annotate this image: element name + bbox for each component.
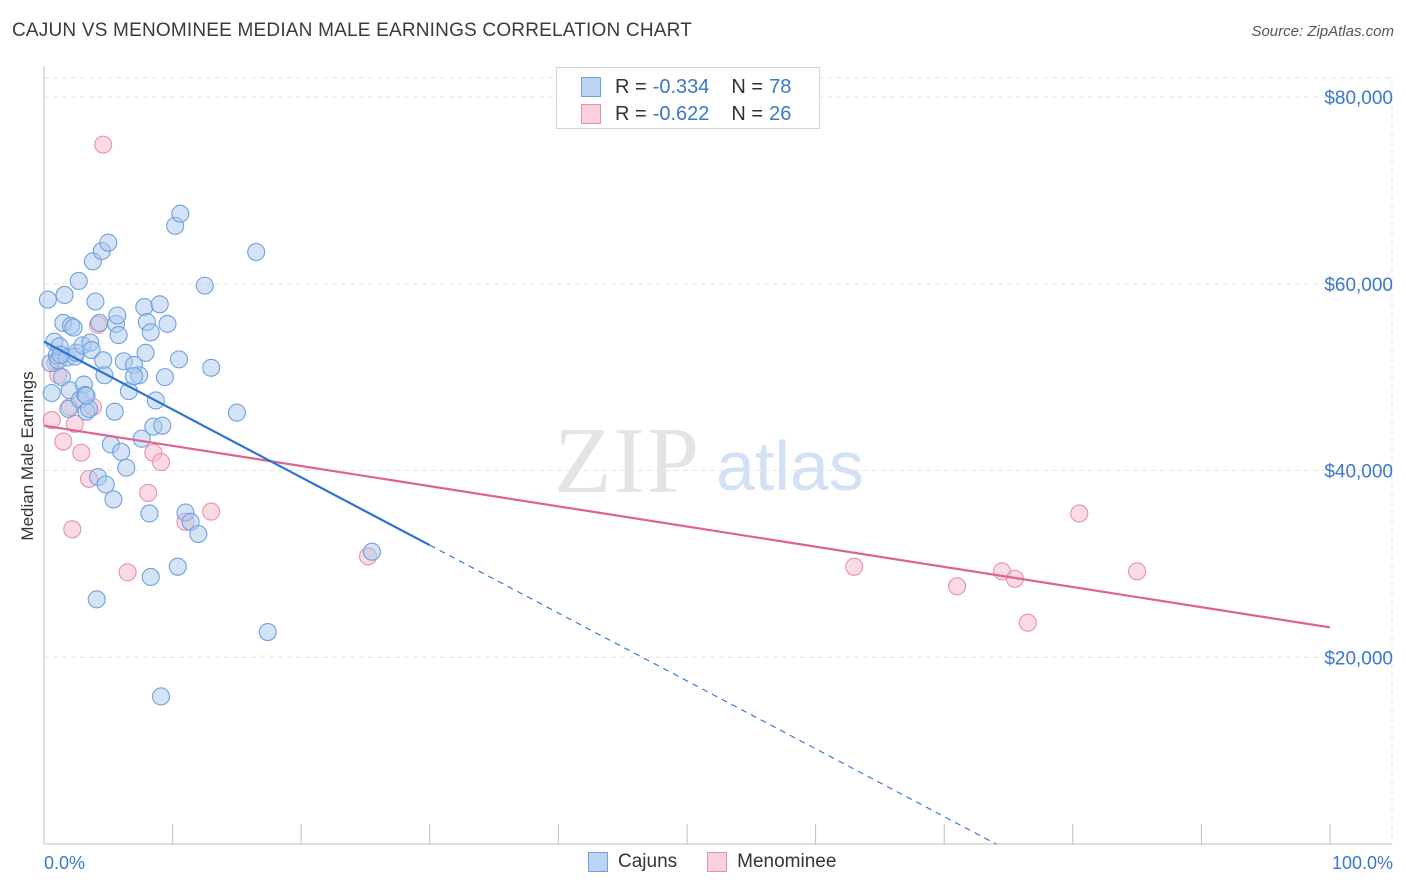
menominee-n-value: 26 [769, 102, 792, 125]
cajun-point [169, 350, 189, 369]
menominee-trend-line [43, 424, 1331, 629]
cajun-point [227, 403, 246, 422]
stats-legend: R = -0.334 N = 78 R = -0.622 N = 26 [556, 67, 820, 129]
cajun-n-value: 78 [769, 75, 792, 98]
menominee-r-label: R = [615, 102, 647, 125]
cajun-point [112, 442, 131, 461]
cajun-point [38, 290, 57, 309]
cajun-points [38, 204, 381, 706]
y-axis-label: Median Male Earnings [18, 371, 37, 540]
cajun-point [195, 276, 214, 295]
cajun-swatch [581, 77, 601, 97]
cajun-point [104, 490, 123, 509]
y-tick-label-40000: $40,000 [1324, 462, 1393, 483]
menominee-swatch [581, 104, 601, 124]
cajun-point [82, 340, 101, 360]
cajun-point [151, 687, 171, 706]
menominee-point [845, 557, 864, 576]
cajuns-legend-label: Cajuns [618, 851, 678, 872]
cajun-point [171, 204, 190, 223]
cajun-point [141, 323, 160, 342]
cajun-point [96, 475, 115, 494]
cajun-point [258, 622, 277, 642]
cajun-point [158, 314, 177, 333]
watermark: ZIP atlas [554, 409, 864, 513]
cajun-point [155, 368, 174, 387]
cajun-point [42, 383, 61, 403]
cajun-point [90, 313, 109, 333]
menominee-legend-label: Menominee [737, 851, 837, 872]
cajun-point [362, 542, 381, 561]
cajun-point [202, 358, 221, 377]
cajun-point [99, 233, 118, 252]
menominee-n-label: N = [731, 102, 764, 125]
menominee-point [94, 135, 113, 154]
legend-row-menominee: R = -0.622 N = 26 [581, 101, 791, 127]
menominee-point [42, 411, 61, 430]
cajun-point [108, 306, 127, 325]
cajun-point [55, 285, 74, 305]
cajun-point [64, 318, 83, 337]
legend-row-cajun: R = -0.334 N = 78 [581, 74, 791, 100]
cajun-point [94, 351, 113, 370]
source-label: Source: ZipAtlas.com [1251, 23, 1394, 40]
trend-lines [43, 340, 1331, 845]
x-tick-label-max: 100.0% [1332, 853, 1393, 873]
menominee-point [202, 502, 221, 521]
cajun-point [168, 557, 187, 576]
x-tick-label-min: 0.0% [44, 853, 85, 873]
cajun-point [135, 298, 154, 317]
menominee-point [1018, 613, 1037, 632]
cajun-point [69, 271, 88, 290]
cajun-trend-extension [429, 544, 997, 845]
cajun-point [117, 458, 136, 477]
menominee-point [54, 432, 73, 451]
menominee-point [65, 414, 84, 433]
y-tick-label-20000: $20,000 [1324, 648, 1393, 669]
cajun-point [86, 292, 105, 311]
legend-item-cajuns: Cajuns [588, 851, 677, 873]
cajun-n-label: N = [731, 75, 764, 98]
menominee-points [42, 135, 1147, 632]
cajun-trend-line [43, 340, 431, 547]
y-tick-labels: $20,000 $40,000 $60,000 $80,000 [1324, 88, 1393, 669]
cajun-point [109, 326, 128, 345]
cajun-point [124, 367, 144, 386]
watermark-zip: ZIP [554, 409, 701, 513]
cajuns-legend-swatch [588, 852, 608, 872]
cajun-r-value: -0.334 [652, 75, 710, 98]
menominee-point [151, 453, 171, 472]
cajun-point [140, 504, 159, 523]
menominee-point [1070, 504, 1089, 523]
menominee-point [139, 483, 158, 502]
axes [43, 66, 1392, 845]
cajun-r-label: R = [615, 75, 647, 98]
cajun-point [87, 590, 106, 609]
series-legend: Cajuns Menominee [588, 851, 866, 873]
cajun-point [189, 524, 208, 544]
menominee-legend-swatch [707, 852, 728, 872]
cajun-point [247, 242, 266, 262]
grid-lines [44, 77, 1393, 844]
menominee-point [948, 577, 967, 596]
watermark-atlas: atlas [716, 427, 864, 505]
menominee-point [63, 520, 82, 539]
x-tick-labels: 0.0% 100.0% [44, 853, 1393, 873]
menominee-r-value: -0.622 [652, 102, 710, 125]
cajun-point [153, 416, 172, 435]
menominee-point [118, 563, 137, 582]
cajun-point [141, 567, 160, 586]
menominee-point [72, 443, 91, 462]
cajun-point [136, 343, 155, 362]
cajun-point [77, 386, 96, 405]
legend-item-menominee: Menominee [707, 851, 836, 873]
menominee-point [1128, 562, 1147, 581]
y-tick-label-80000: $80,000 [1324, 88, 1393, 109]
chart-title: CAJUN VS MENOMINEE MEDIAN MALE EARNINGS … [12, 20, 693, 41]
y-tick-label-60000: $60,000 [1324, 275, 1393, 296]
cajun-point [105, 402, 124, 421]
cajun-point [150, 295, 169, 314]
